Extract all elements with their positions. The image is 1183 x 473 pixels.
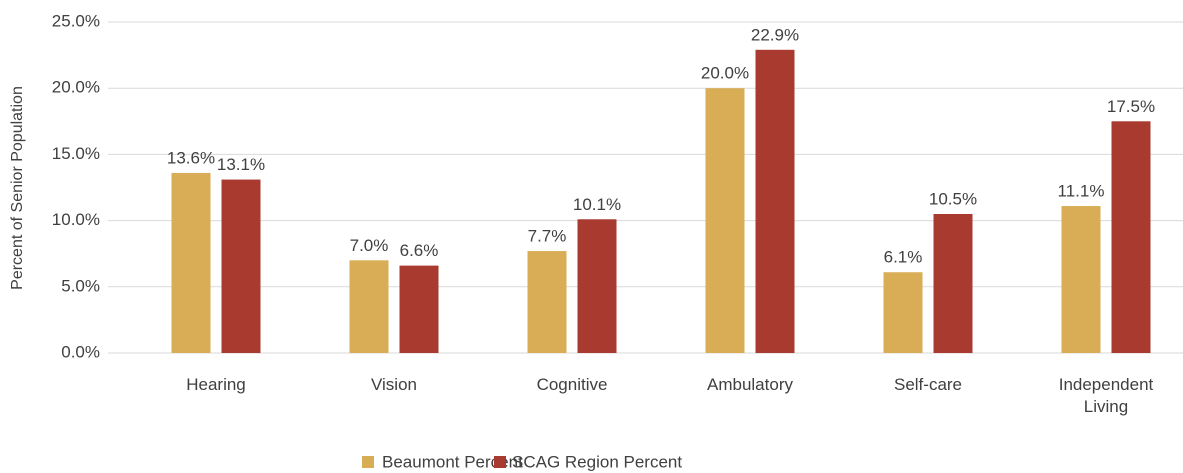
data-label: 10.5%	[929, 189, 977, 208]
bar	[1061, 206, 1101, 353]
bar	[221, 179, 261, 353]
bar	[171, 172, 211, 353]
y-tick-label: 0.0%	[61, 342, 100, 361]
data-label: 6.1%	[884, 248, 923, 267]
data-label: 13.1%	[217, 155, 265, 174]
bar	[755, 49, 795, 353]
y-tick-label: 25.0%	[52, 11, 100, 30]
bar	[933, 213, 973, 353]
bar	[577, 219, 617, 353]
x-tick-label: Independent Living	[1058, 375, 1154, 416]
data-label: 22.9%	[751, 25, 799, 44]
y-tick-label: 20.0%	[52, 78, 100, 97]
bar	[527, 251, 567, 353]
data-label: 20.0%	[701, 64, 749, 83]
legend-swatch	[494, 456, 506, 468]
y-tick-label: 5.0%	[61, 276, 100, 295]
x-tick-label: Cognitive	[536, 375, 608, 394]
legend-label: Beaumont Percent	[382, 452, 523, 471]
y-tick-label: 15.0%	[52, 144, 100, 163]
x-tick-label: Vision	[371, 375, 417, 394]
data-label: 7.7%	[528, 227, 567, 246]
legend-label: SCAG Region Percent	[512, 452, 682, 471]
bar	[705, 88, 745, 353]
y-axis-title: Percent of Senior Population	[9, 86, 26, 290]
data-label: 7.0%	[350, 236, 389, 255]
bar	[399, 265, 439, 353]
data-label: 11.1%	[1058, 182, 1105, 201]
data-label: 6.6%	[400, 241, 439, 260]
x-tick-label: Ambulatory	[707, 375, 793, 394]
bar	[349, 260, 389, 353]
bar	[1111, 121, 1151, 353]
data-label: 17.5%	[1107, 97, 1155, 116]
data-label: 10.1%	[573, 195, 621, 214]
legend-swatch	[362, 456, 374, 468]
y-tick-label: 10.0%	[52, 210, 100, 229]
bar	[883, 272, 923, 353]
data-label: 13.6%	[167, 148, 215, 167]
x-tick-label: Self-care	[893, 375, 963, 394]
x-tick-label: Hearing	[186, 375, 246, 394]
